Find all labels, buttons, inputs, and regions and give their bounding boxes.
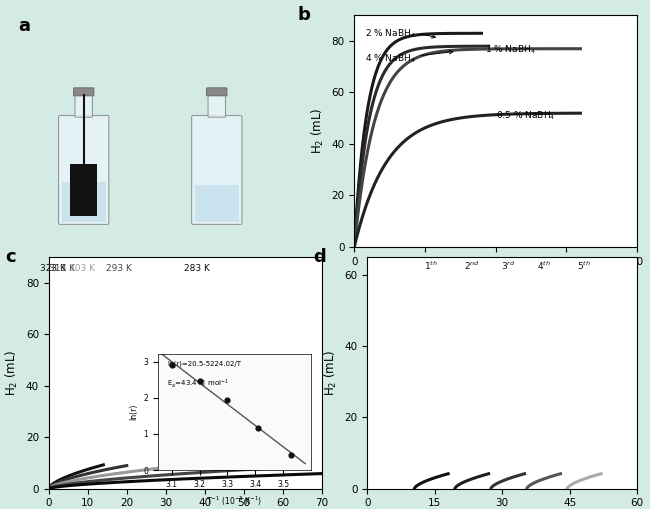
Text: 5$^{th}$: 5$^{th}$: [577, 259, 591, 271]
X-axis label: Time (min): Time (min): [463, 272, 528, 285]
Text: 1$^{th}$: 1$^{th}$: [424, 259, 438, 271]
Text: 0.5 % NaBH$_4$: 0.5 % NaBH$_4$: [495, 109, 555, 122]
FancyBboxPatch shape: [207, 88, 227, 96]
FancyBboxPatch shape: [208, 95, 226, 117]
Y-axis label: H$_2$ (mL): H$_2$ (mL): [5, 350, 20, 396]
FancyBboxPatch shape: [58, 116, 109, 224]
Text: 4 % NaBH$_4$: 4 % NaBH$_4$: [365, 50, 453, 65]
Y-axis label: H$_2$ (mL): H$_2$ (mL): [323, 350, 339, 396]
Text: 323 K: 323 K: [40, 264, 66, 273]
Text: 4$^{th}$: 4$^{th}$: [537, 259, 551, 271]
Text: 293 K: 293 K: [106, 264, 132, 273]
Text: 313 K: 313 K: [49, 264, 75, 273]
Bar: [70, 164, 97, 216]
Text: 3$^{rd}$: 3$^{rd}$: [500, 259, 515, 271]
Text: d: d: [313, 248, 326, 266]
Y-axis label: H$_2$ (mL): H$_2$ (mL): [310, 108, 326, 154]
Bar: [194, 185, 239, 222]
Text: 303 K: 303 K: [69, 264, 95, 273]
Text: c: c: [5, 248, 16, 266]
Bar: [62, 182, 106, 222]
Text: a: a: [19, 17, 31, 35]
Text: 2$^{nd}$: 2$^{nd}$: [464, 259, 480, 271]
FancyBboxPatch shape: [73, 88, 94, 96]
Text: 2 % NaBH$_4$: 2 % NaBH$_4$: [365, 27, 436, 40]
Text: 283 K: 283 K: [184, 264, 210, 273]
Text: b: b: [298, 6, 311, 24]
FancyBboxPatch shape: [75, 95, 92, 117]
Text: 1 % NaBH$_4$: 1 % NaBH$_4$: [485, 44, 536, 56]
FancyBboxPatch shape: [192, 116, 242, 224]
